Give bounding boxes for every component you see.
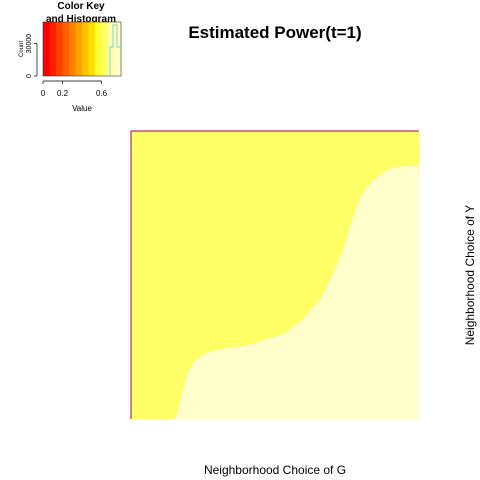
color-key-y-tick-label: 30000 <box>26 34 33 54</box>
color-key-histogram-line <box>109 24 121 76</box>
color-key-band <box>62 22 70 76</box>
color-key-frame <box>42 21 122 77</box>
y-axis-label: Neighborhood Choice of Y <box>463 205 477 346</box>
color-key-band <box>88 22 96 76</box>
color-key-title-line1: Color Key <box>57 1 105 12</box>
color-key-x-tick-label: 0 <box>41 89 46 98</box>
color-key-xlabel: Value <box>72 104 92 113</box>
color-key-band <box>114 22 122 76</box>
color-key-band <box>43 22 50 76</box>
color-key-x-tick-label: 0.6 <box>96 89 108 98</box>
color-key-x-tick-label: 0.2 <box>57 89 69 98</box>
color-key-band <box>69 22 76 76</box>
color-key-band <box>56 22 63 76</box>
color-key-gradient <box>43 22 122 76</box>
chart-title: Estimated Power(t=1) <box>188 23 361 42</box>
color-key-band <box>95 22 102 76</box>
color-key-band <box>101 22 109 76</box>
color-key-ylabel: Count <box>19 41 25 57</box>
heatmap-area <box>130 130 419 419</box>
color-key: Color Key and Histogram 0 0.2 0.6 0 30000 Co… <box>19 1 122 113</box>
color-key-y-tick-label: 0 <box>26 74 33 78</box>
color-key-band <box>108 22 115 76</box>
color-key-axes: 0 0.2 0.6 0 30000 <box>26 34 108 98</box>
color-key-title-line2: and Histogram <box>46 14 116 25</box>
color-key-band <box>49 22 57 76</box>
color-key-band <box>75 22 83 76</box>
heatmap-high-region <box>131 165 419 419</box>
color-key-band <box>82 22 89 76</box>
x-axis-label: Neighborhood Choice of G <box>204 463 346 477</box>
